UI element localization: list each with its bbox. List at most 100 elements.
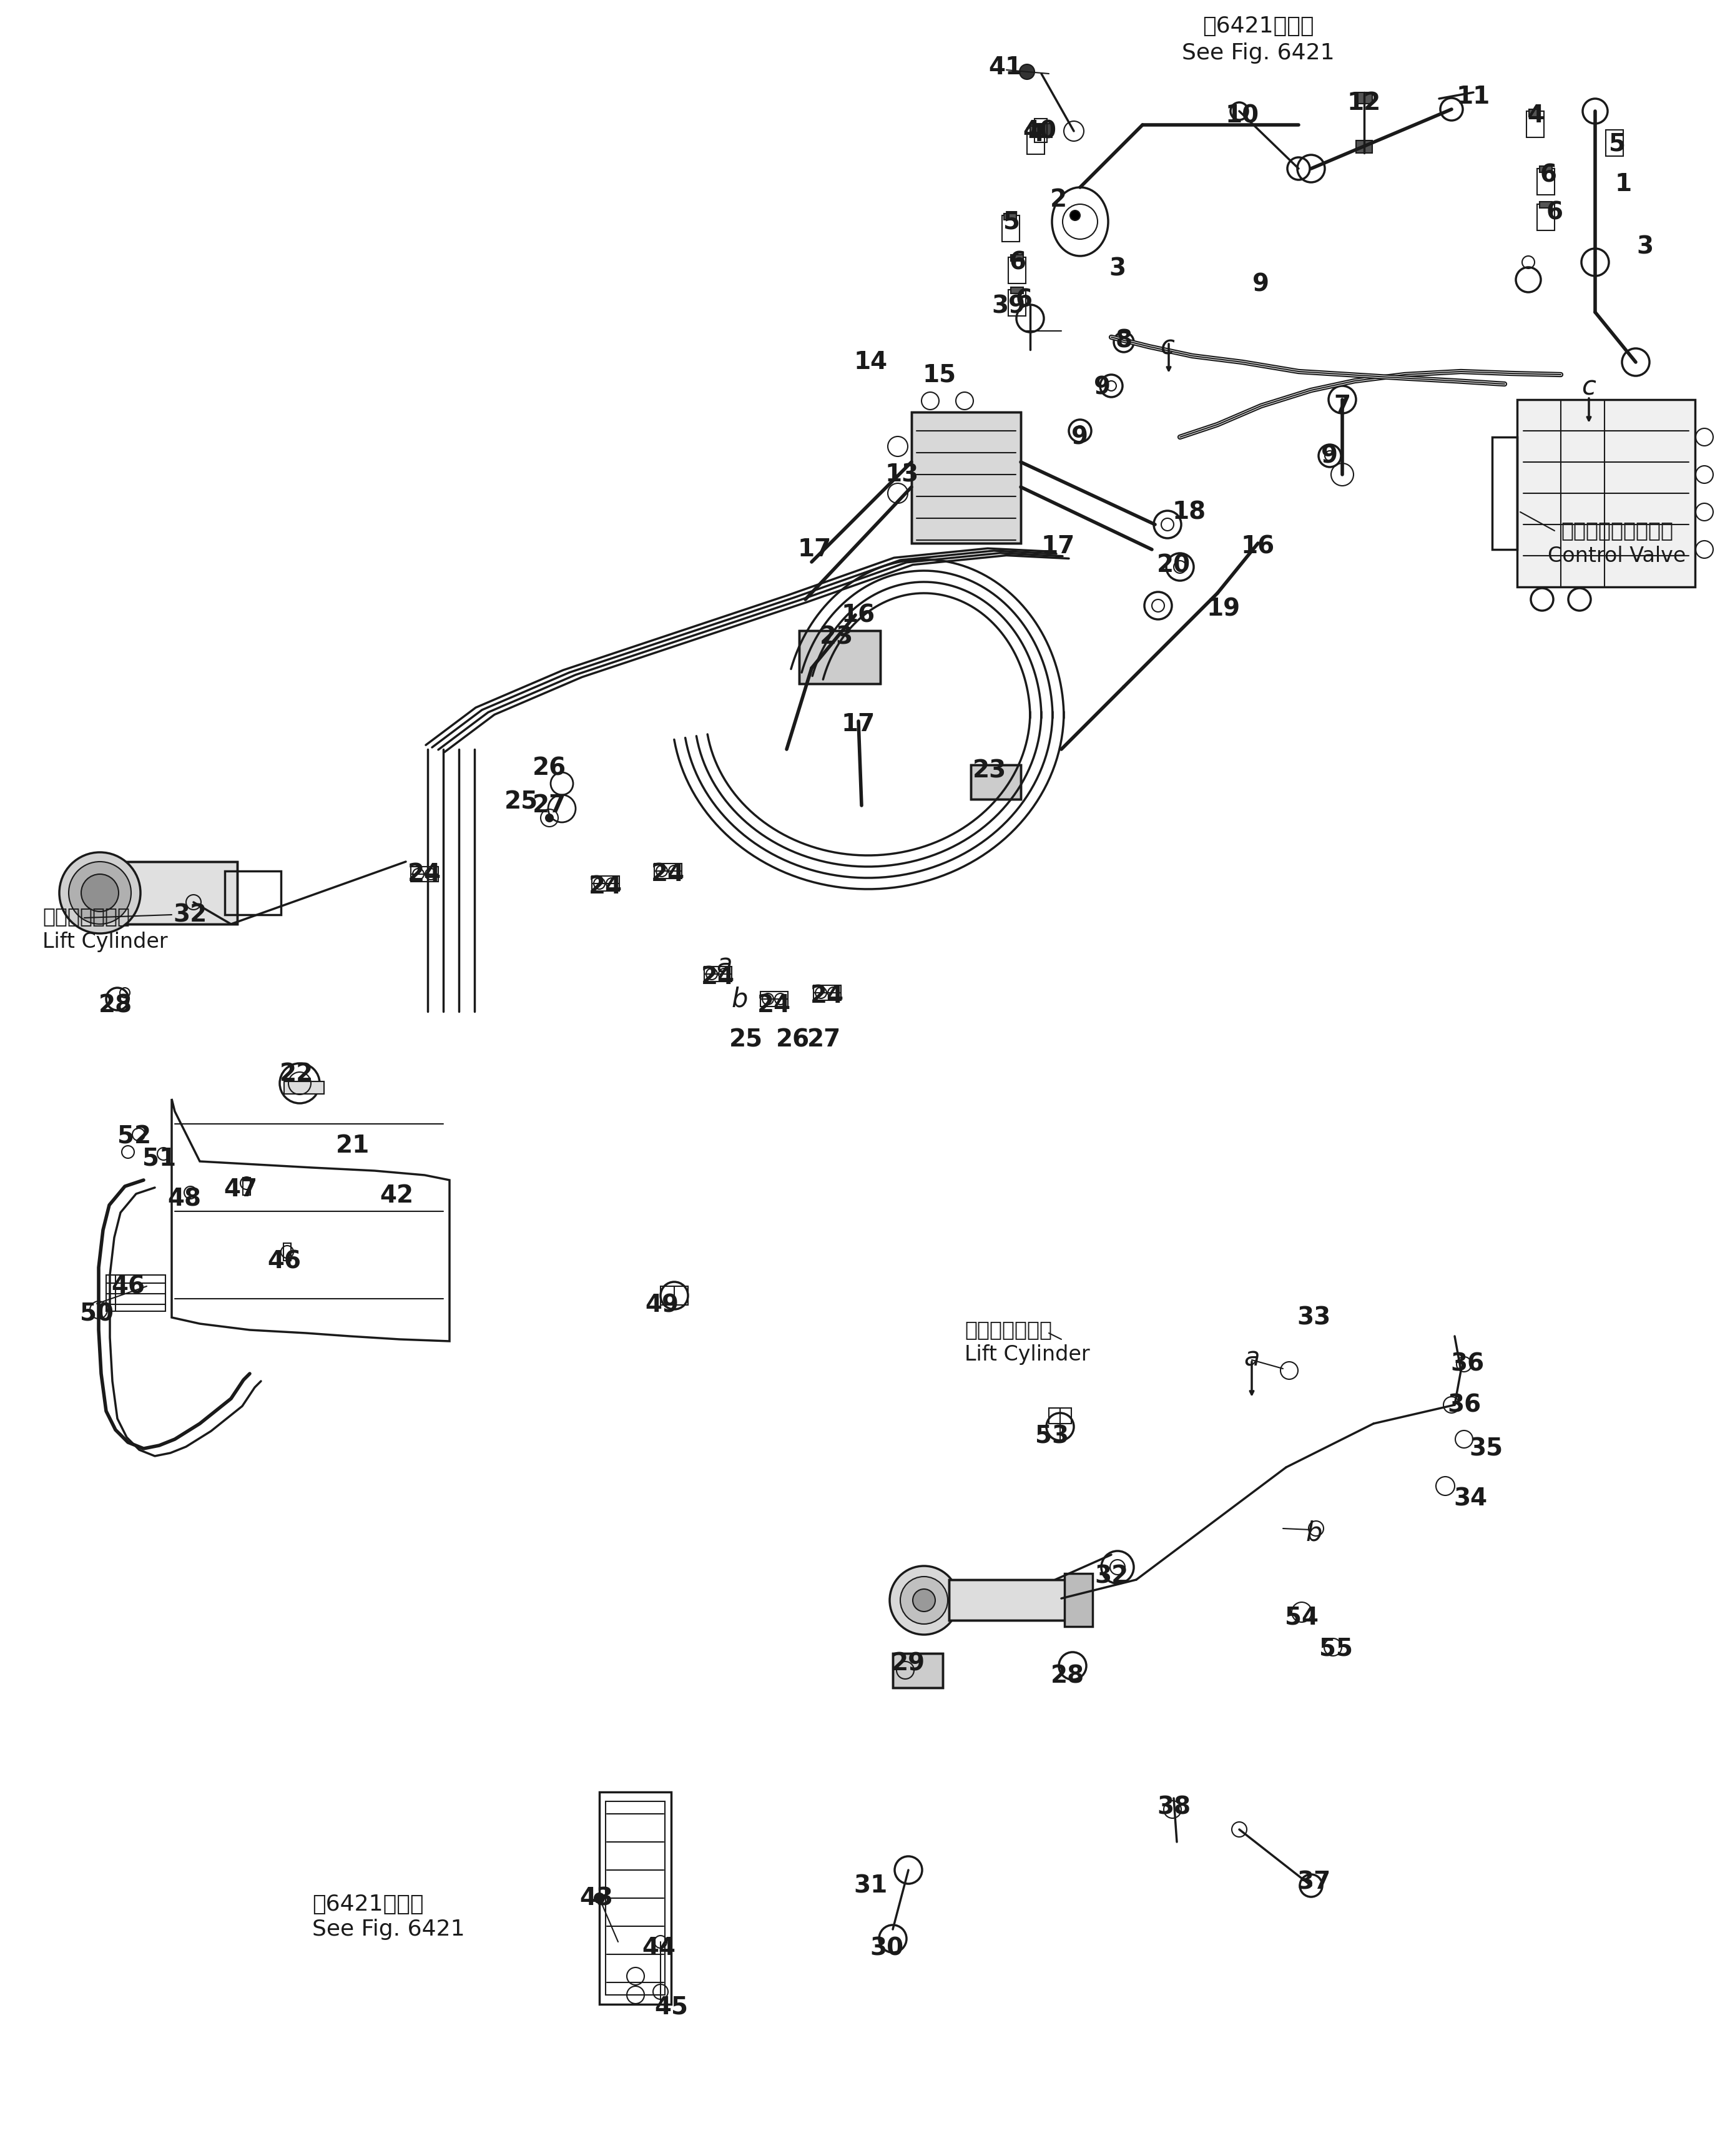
Text: 24: 24: [757, 994, 792, 1018]
Circle shape: [1019, 65, 1035, 80]
Text: 39: 39: [992, 293, 1025, 317]
Text: 53: 53: [1035, 1425, 1070, 1449]
Text: 24: 24: [588, 875, 623, 899]
Bar: [654, 865, 681, 877]
Text: 5: 5: [1002, 209, 1019, 233]
Text: 28: 28: [98, 994, 133, 1018]
Text: 49: 49: [645, 1294, 678, 1317]
Text: 16: 16: [1240, 535, 1275, 558]
Text: See Fig. 6421: See Fig. 6421: [1182, 43, 1335, 65]
Circle shape: [1070, 211, 1080, 220]
Bar: [1492, 438, 1516, 550]
Text: 32: 32: [1094, 1565, 1128, 1589]
Text: 17: 17: [842, 711, 875, 735]
Text: 23: 23: [819, 625, 854, 649]
Bar: [243, 1177, 250, 1194]
Text: 51: 51: [141, 1147, 176, 1171]
Text: 17: 17: [797, 537, 831, 561]
Bar: [799, 630, 880, 683]
Text: b: b: [1306, 1520, 1323, 1546]
Text: 38: 38: [1157, 1796, 1190, 1820]
Bar: [1528, 110, 1540, 116]
Circle shape: [545, 815, 554, 821]
Bar: [1356, 140, 1373, 153]
Text: 4: 4: [1028, 123, 1045, 147]
Bar: [1537, 168, 1554, 194]
Text: リフトシリンダ: リフトシリンダ: [964, 1319, 1052, 1341]
Bar: [1030, 125, 1042, 134]
Text: リフトシリンダ: リフトシリンダ: [43, 906, 129, 927]
Bar: [1026, 127, 1045, 155]
Bar: [1011, 287, 1023, 293]
Text: 24: 24: [650, 862, 685, 886]
Bar: [1004, 213, 1016, 220]
Text: 40: 40: [1023, 119, 1056, 142]
Circle shape: [81, 873, 119, 912]
Text: 32: 32: [174, 903, 207, 927]
Text: 25: 25: [730, 1028, 762, 1052]
Bar: [1064, 1574, 1092, 1626]
Text: 6: 6: [1009, 250, 1026, 274]
Bar: [799, 630, 880, 683]
Bar: [661, 1287, 688, 1304]
Text: 37: 37: [1297, 1871, 1332, 1895]
Bar: [592, 875, 619, 890]
Text: 12: 12: [1347, 91, 1382, 114]
Text: 4: 4: [1527, 103, 1544, 127]
Text: 8: 8: [1116, 328, 1132, 351]
Text: See Fig. 6421: See Fig. 6421: [312, 1919, 464, 1940]
Bar: [1606, 129, 1623, 155]
Bar: [894, 1654, 944, 1688]
Text: 42: 42: [380, 1184, 414, 1207]
Bar: [704, 966, 731, 981]
Text: 50: 50: [79, 1302, 114, 1326]
Text: 9: 9: [1094, 375, 1111, 399]
Bar: [100, 862, 238, 925]
Text: 47: 47: [224, 1177, 257, 1201]
Text: 6: 6: [1016, 289, 1032, 313]
Text: 11: 11: [1456, 84, 1490, 108]
Text: 25: 25: [504, 791, 538, 815]
Text: 21: 21: [336, 1134, 369, 1158]
Text: 24: 24: [700, 966, 735, 990]
Text: 27: 27: [807, 1028, 842, 1052]
Text: 31: 31: [854, 1874, 888, 1897]
Text: 1: 1: [1615, 172, 1632, 196]
Text: 第6421図参照: 第6421図参照: [312, 1893, 424, 1915]
Text: 54: 54: [1285, 1606, 1318, 1630]
Text: b: b: [731, 985, 749, 1011]
Text: 43: 43: [580, 1886, 612, 1910]
Text: 第6421図参照: 第6421図参照: [1202, 15, 1314, 37]
Text: 44: 44: [642, 1936, 676, 1960]
Text: 7: 7: [1333, 395, 1351, 418]
Text: 41: 41: [988, 56, 1021, 80]
Bar: [814, 985, 842, 1000]
Text: 6: 6: [1546, 201, 1563, 224]
Bar: [1516, 399, 1696, 586]
Text: 36: 36: [1447, 1393, 1482, 1416]
Bar: [605, 1802, 664, 1994]
Bar: [971, 765, 1021, 800]
Bar: [971, 765, 1021, 800]
Text: 28: 28: [1051, 1664, 1085, 1688]
Bar: [1009, 289, 1026, 317]
Bar: [911, 412, 1021, 543]
Text: 16: 16: [842, 604, 875, 627]
Bar: [1035, 119, 1047, 142]
Bar: [1537, 205, 1554, 231]
Circle shape: [69, 862, 131, 925]
Text: 15: 15: [923, 362, 956, 386]
Text: 24: 24: [407, 862, 442, 886]
Bar: [100, 862, 238, 925]
Bar: [1030, 123, 1052, 138]
Text: Lift Cylinder: Lift Cylinder: [43, 931, 167, 953]
Bar: [1049, 1408, 1071, 1423]
Bar: [949, 1580, 1075, 1621]
Text: 23: 23: [973, 759, 1006, 783]
Bar: [761, 992, 788, 1007]
Text: 35: 35: [1470, 1436, 1502, 1460]
Bar: [1540, 166, 1552, 172]
Text: 3: 3: [1109, 257, 1126, 280]
Text: 3: 3: [1637, 235, 1654, 259]
Text: 17: 17: [1042, 535, 1075, 558]
